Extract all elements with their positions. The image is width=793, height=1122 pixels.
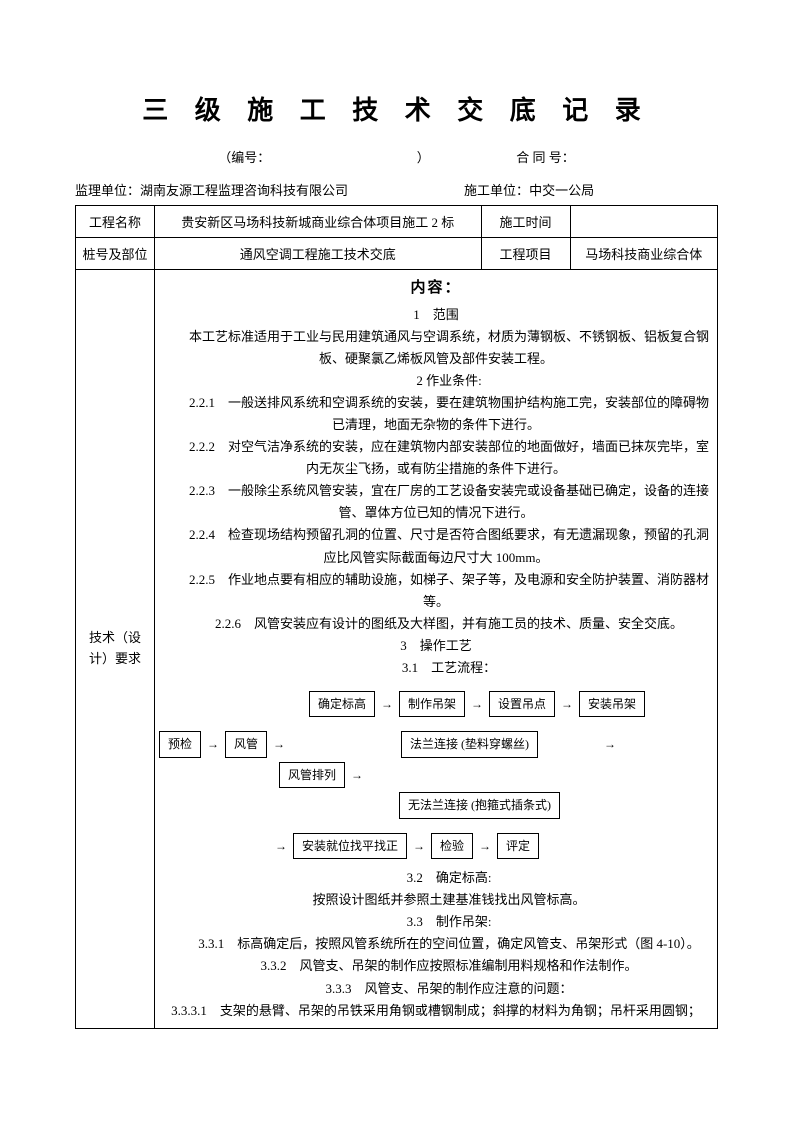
flow-box: 安装吊架 (579, 691, 645, 717)
flow-box: 无法兰连接 (抱箍式插条式) (399, 792, 560, 818)
p223: 2.2.3 一般除尘系统风管安装，宜在厂房的工艺设备安装完或设备基础已确定，设备… (159, 480, 713, 524)
construct: 中交一公局 (529, 183, 594, 198)
p331: 3.3.1 标高确定后，按照风管系统所在的空间位置，确定风管支、吊架形式（图 4… (159, 933, 713, 955)
p224: 2.2.4 检查现场结构预留孔洞的位置、尺寸是否符合图纸要求，有无遗漏现象，预留… (159, 524, 713, 568)
arrow-icon: → (275, 836, 287, 856)
p225: 2.2.5 作业地点要有相应的辅助设施，如梯子、架子等，及电源和安全防护装置、消… (159, 569, 713, 613)
p221: 2.2.1 一般送排风系统和空调系统的安装，要在建筑物围护结构施工完，安装部位的… (159, 392, 713, 436)
proj-label: 工程项目 (481, 238, 570, 270)
s1-title: 1 范围 (159, 304, 713, 326)
supervisor-label: 监理单位： (75, 183, 140, 198)
main-table: 工程名称 贵安新区马场科技新城商业综合体项目施工 2 标 施工时间 桩号及部位 … (75, 205, 718, 1029)
flow-box: 法兰连接 (垫料穿螺丝) (401, 731, 538, 757)
arrow-icon: → (471, 694, 483, 714)
num-label: （编号： (218, 147, 270, 166)
side-label: 技术（设计）要求 (76, 270, 155, 1029)
stake-label: 桩号及部位 (76, 238, 155, 270)
units-row: 监理单位：湖南友源工程监理咨询科技有限公司 施工单位：中交一公局 (75, 180, 718, 199)
arrow-icon: → (561, 694, 573, 714)
stake-value: 通风空调工程施工技术交底 (155, 238, 482, 270)
p333: 3.3.3 风管支、吊架的制作应注意的问题： (159, 978, 713, 1000)
construct-label: 施工单位： (464, 183, 529, 198)
arrow-icon: → (604, 734, 616, 754)
p32: 3.2 确定标高: (159, 867, 713, 889)
p332: 3.3.2 风管支、吊架的制作应按照标准编制用料规格和作法制作。 (159, 955, 713, 977)
s2-title: 2 作业条件: (159, 370, 713, 392)
flow-diagram: 确定标高 → 制作吊架 → 设置吊点 → 安装吊架 预检 → 风管 → (159, 691, 713, 859)
flow-box: 设置吊点 (489, 691, 555, 717)
arrow-icon: → (207, 734, 219, 754)
p31: 3.1 工艺流程： (159, 657, 713, 679)
arrow-icon: → (413, 836, 425, 856)
doc-title: 三 级 施 工 技 术 交 底 记 录 (75, 90, 718, 127)
supervisor: 湖南友源工程监理咨询科技有限公司 (140, 183, 348, 198)
p33: 3.3 制作吊架: (159, 911, 713, 933)
contract-label: 合 同 号： (516, 147, 575, 166)
name-label: 工程名称 (76, 206, 155, 238)
p32b: 按照设计图纸并参照土建基准钱找出风管标高。 (159, 889, 713, 911)
s3-title: 3 操作工艺 (159, 635, 713, 657)
proj-value: 马场科技商业综合体 (570, 238, 718, 270)
time-label: 施工时间 (481, 206, 570, 238)
arrow-icon: → (381, 694, 393, 714)
flow-box: 风管 (225, 731, 267, 757)
time-value (570, 206, 718, 238)
content-header: 内容： (159, 276, 713, 302)
p3331: 3.3.3.1 支架的悬臂、吊架的吊铁采用角钢或槽钢制成；斜撑的材料为角钢；吊杆… (159, 1000, 713, 1022)
p222: 2.2.2 对空气洁净系统的安装，应在建筑物内部安装部位的地面做好，墙面已抹灰完… (159, 436, 713, 480)
p226: 2.2.6 风管安装应有设计的图纸及大样图，并有施工员的技术、质量、安全交底。 (159, 613, 713, 635)
flow-box: 确定标高 (309, 691, 375, 717)
project-name: 贵安新区马场科技新城商业综合体项目施工 2 标 (155, 206, 482, 238)
num-close: ） (417, 147, 430, 166)
flow-box: 检验 (431, 833, 473, 859)
subline: （编号： ） 合 同 号： (75, 147, 718, 166)
flow-box: 风管排列 (279, 762, 345, 788)
arrow-icon: → (479, 836, 491, 856)
flow-box: 评定 (497, 833, 539, 859)
flow-box: 安装就位找平找正 (293, 833, 407, 859)
arrow-icon: → (351, 765, 363, 785)
s1-body: 本工艺标准适用于工业与民用建筑通风与空调系统，材质为薄钢板、不锈钢板、铝板复合钢… (159, 326, 713, 370)
flow-box: 预检 (159, 731, 201, 757)
flow-box: 制作吊架 (399, 691, 465, 717)
arrow-icon: → (273, 734, 285, 754)
content-cell: 内容： 1 范围 本工艺标准适用于工业与民用建筑通风与空调系统，材质为薄钢板、不… (155, 270, 718, 1029)
